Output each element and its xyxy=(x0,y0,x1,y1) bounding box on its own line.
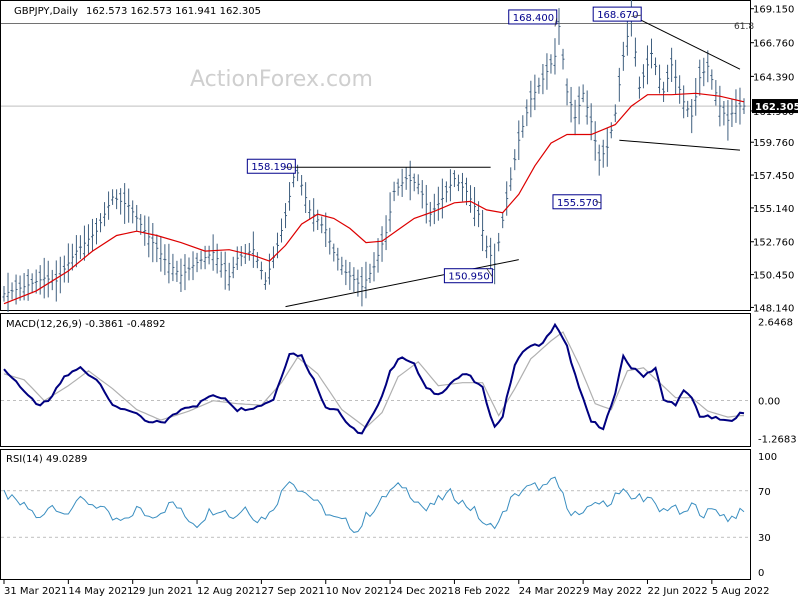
price-annotation-leader xyxy=(486,267,493,277)
symbol-label: GBPJPY,Daily xyxy=(14,6,78,17)
price-annotation-label: 155.570 xyxy=(557,198,598,209)
x-tick-label: 29 Jun 2021 xyxy=(133,586,193,597)
price-annotation-leader xyxy=(631,14,642,17)
x-tick-label: 12 Aug 2021 xyxy=(197,586,261,597)
x-tick-label: 10 Nov 2021 xyxy=(326,586,390,597)
price-annotation-label: 168.400 xyxy=(513,13,554,24)
price-annotation-box xyxy=(508,9,558,25)
fib-label: 61.8 xyxy=(734,22,754,32)
rsi-line xyxy=(3,476,745,533)
macd-tick-label: -1.2683 xyxy=(758,435,797,446)
price-tick-label: 155.140 xyxy=(753,204,794,215)
price-tick-label: 159.760 xyxy=(753,138,794,149)
price-annotation-box xyxy=(592,6,642,22)
axis-layer: 169.150166.760164.390161.960159.760157.4… xyxy=(3,5,800,597)
price-annotation-label: 168.670 xyxy=(597,10,638,21)
price-panel-frame xyxy=(0,0,751,311)
trendline xyxy=(619,139,741,151)
price-tick-label: 169.150 xyxy=(753,5,794,16)
last-price-label: 162.305 xyxy=(755,102,800,113)
rsi-panel-frame xyxy=(0,449,751,580)
trendline xyxy=(285,259,519,308)
price-annotation-label: 158.190 xyxy=(251,162,292,173)
macd-title: MACD(12,26,9) -0.3861 -0.4892 xyxy=(6,319,166,330)
x-tick-label: 22 Jun 2022 xyxy=(647,586,707,597)
price-annotation-box xyxy=(443,268,493,284)
price-annotation-box xyxy=(552,194,602,210)
price-annotation-leader xyxy=(554,17,558,27)
price-tick-label: 157.450 xyxy=(753,171,794,182)
rsi-tick-label: 30 xyxy=(758,533,771,544)
price-annotation-box xyxy=(246,158,296,174)
macd-tick-label: 2.6468 xyxy=(758,318,793,329)
x-tick-label: 5 Aug 2022 xyxy=(712,586,770,597)
rsi-layer xyxy=(1,476,750,538)
x-tick-label: 31 Mar 2021 xyxy=(4,586,67,597)
rsi-tick-label: 70 xyxy=(758,487,771,498)
x-tick-label: 9 May 2022 xyxy=(583,586,642,597)
price-tick-label: 164.390 xyxy=(753,72,794,83)
moving-average-line xyxy=(3,92,745,305)
macd-signal-line xyxy=(3,331,744,429)
macd-tick-label: 0.00 xyxy=(758,397,780,408)
price-tick-label: 148.140 xyxy=(753,303,794,314)
watermark: ActionForex.com xyxy=(190,67,373,92)
price-annotation-label: 150.950 xyxy=(448,272,489,283)
price-layer: 168.400 168.670 158.190 155.570 150.950 xyxy=(1,0,750,312)
x-tick-label: 24 Dec 2021 xyxy=(390,586,454,597)
price-tick-label: 152.760 xyxy=(753,238,794,249)
ohlc-values: 162.573 162.573 161.941 162.305 xyxy=(86,6,261,17)
rsi-tick-label: 100 xyxy=(758,452,777,463)
last-price-box xyxy=(752,99,798,114)
x-tick-label: 14 May 2021 xyxy=(68,586,133,597)
x-tick-label: 27 Sep 2021 xyxy=(261,586,324,597)
price-annotation-leader xyxy=(595,200,602,204)
x-tick-label: 8 Feb 2022 xyxy=(454,586,510,597)
rsi-tick-label: 0 xyxy=(758,568,764,579)
price-tick-label: 150.450 xyxy=(753,271,794,282)
x-tick-label: 24 Mar 2022 xyxy=(519,586,582,597)
price-tick-label: 166.760 xyxy=(753,39,794,50)
macd-panel-frame xyxy=(0,313,751,447)
rsi-title: RSI(14) 49.0289 xyxy=(6,454,87,465)
macd-line xyxy=(3,322,745,435)
macd-layer xyxy=(1,322,750,435)
